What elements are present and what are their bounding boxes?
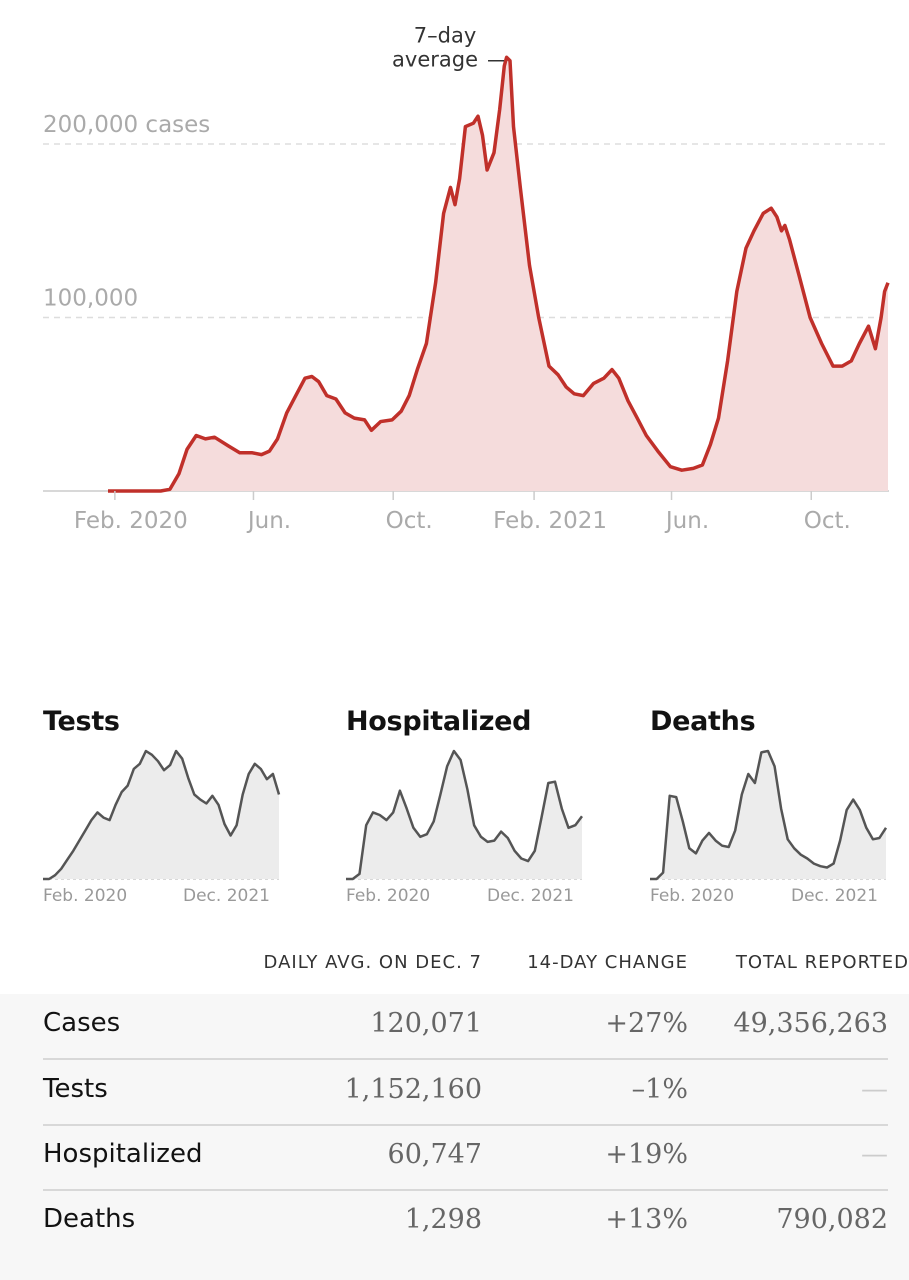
change-value: +19% [605,1139,688,1170]
annotation-label-line2: average [392,48,478,72]
total-value: — [861,1074,888,1105]
header-total-reported: TOTAL REPORTED [735,952,909,973]
hospitalized-sparkline [346,749,583,881]
sparkline-line [43,749,281,881]
cases-chart: 100,000 200,000 cases Feb. 2020 Jun. Oct. F… [43,24,890,534]
x-tick-label: Oct. [386,508,433,534]
table-row-hospitalized: Hospitalized 60,747 +19% — [43,1125,888,1191]
sparkline-area [650,751,886,879]
total-value: — [861,1139,888,1170]
header-14-day-change: 14-DAY CHANGE [527,952,688,973]
daily-avg-value: 1,152,160 [344,1074,482,1105]
deaths-sparkline [650,749,888,881]
x-tick-label: Jun. [246,508,291,534]
deaths-axis-start: Feb. 2020 [650,886,735,906]
change-value: –1% [631,1074,688,1105]
stats-table: Cases 120,071 +27% 49,356,263 Tests 1,15… [0,994,909,1280]
row-label: Cases [43,1008,121,1038]
cases-line [108,55,890,493]
hospitalized-axis-start: Feb. 2020 [346,886,431,906]
annotation-label-line1: 7–day [414,24,477,48]
x-axis-ticks: Feb. 2020 Jun. Oct. Feb. 2021 Jun. Oct. [74,491,851,534]
row-label: Deaths [43,1204,136,1234]
x-tick-label: Feb. 2021 [493,508,607,534]
total-value: 790,082 [776,1204,888,1235]
y-tick-label-200000: 200,000 cases [43,112,210,138]
tests-axis-end: Dec. 2021 [183,886,270,906]
change-value: +27% [605,1008,688,1039]
x-tick-label: Jun. [664,508,709,534]
sparkline-line [346,749,583,881]
header-daily-avg: DAILY AVG. ON DEC. 7 [263,952,482,973]
hospitalized-title: Hospitalized [346,706,532,737]
daily-avg-value: 120,071 [370,1008,482,1039]
sparkline-line [650,749,888,881]
sparkline-area [346,751,582,879]
deaths-title: Deaths [650,706,756,737]
tests-sparkline [43,749,281,881]
row-label: Hospitalized [43,1139,203,1169]
total-value: 49,356,263 [733,1008,888,1039]
x-tick-label: Oct. [804,508,851,534]
hospitalized-axis-end: Dec. 2021 [487,886,574,906]
change-value: +13% [605,1204,688,1235]
row-label: Tests [43,1074,108,1104]
y-tick-label-100000: 100,000 [43,286,138,312]
daily-avg-value: 1,298 [404,1204,482,1235]
x-tick-label: Feb. 2020 [74,508,188,534]
table-row-tests: Tests 1,152,160 –1% — [43,1060,888,1126]
tests-title: Tests [43,706,120,737]
daily-avg-value: 60,747 [387,1139,482,1170]
tests-axis-start: Feb. 2020 [43,886,128,906]
sparkline-area [43,751,279,879]
deaths-axis-end: Dec. 2021 [791,886,878,906]
table-row-deaths: Deaths 1,298 +13% 790,082 [43,1190,888,1254]
table-row-cases: Cases 120,071 +27% 49,356,263 [43,994,888,1060]
